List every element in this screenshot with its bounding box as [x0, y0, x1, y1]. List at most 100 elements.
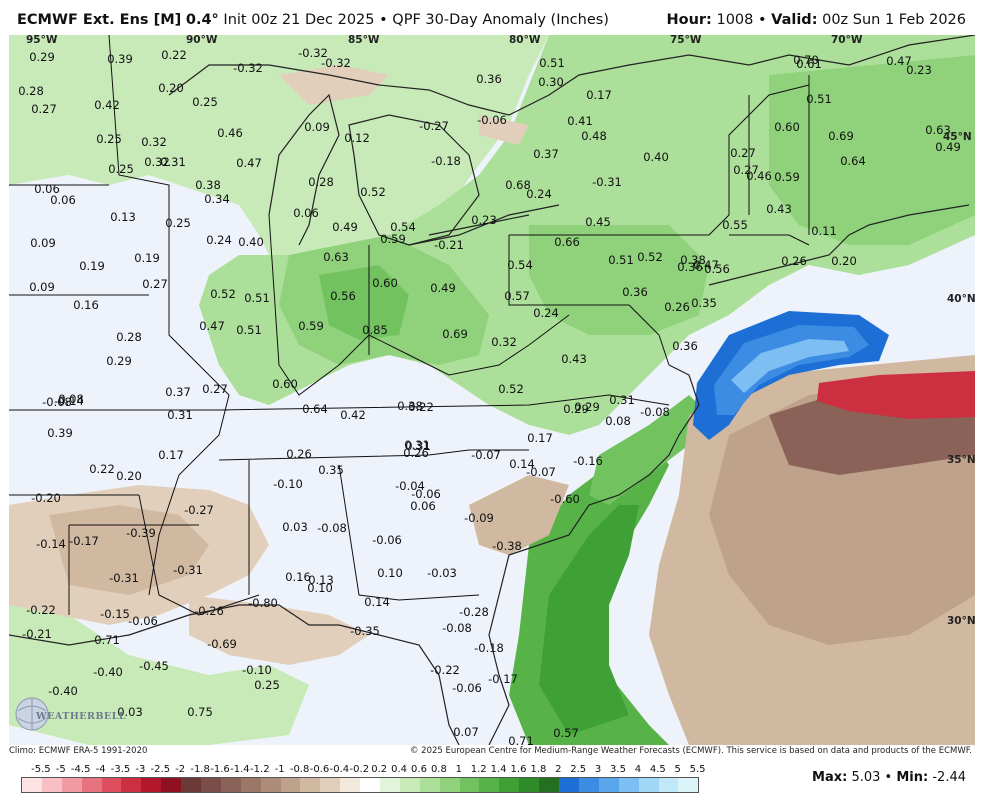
anomaly-value: 0.43: [766, 202, 792, 216]
anomaly-value: 0.63: [323, 250, 349, 264]
separator-dot: •: [379, 12, 388, 28]
anomaly-value: -0.14: [54, 394, 84, 408]
colorbar-segment: [61, 778, 82, 792]
colorbar-segment: [181, 778, 202, 792]
anomaly-value: 0.08: [605, 414, 631, 428]
anomaly-value: 0.59: [298, 319, 324, 333]
anomaly-value: -0.27: [184, 503, 214, 517]
colorbar-segment: [240, 778, 261, 792]
anomaly-value: 0.60: [372, 276, 398, 290]
colorbar-tick-label: 0.4: [391, 764, 408, 775]
anomaly-value: -0.18: [431, 154, 461, 168]
colorbar-tick-label: -1: [274, 764, 285, 775]
colorbar-tick-label: -2.5: [150, 764, 171, 775]
anomaly-value: 0.07: [453, 725, 479, 739]
anomaly-value: 0.25: [165, 216, 191, 230]
lon-label: 75°W: [670, 35, 702, 46]
anomaly-value: 0.03: [282, 520, 308, 534]
anomaly-value: 0.51: [806, 92, 832, 106]
anomaly-value: 0.69: [828, 129, 854, 143]
anomaly-value: 0.32: [141, 135, 167, 149]
lon-label: 85°W: [348, 35, 380, 46]
colorbar-tick-label: 4: [634, 764, 642, 775]
anomaly-value: -0.80: [248, 596, 278, 610]
anomaly-value: 0.54: [390, 220, 416, 234]
lat-label: 30°N: [947, 615, 975, 627]
anomaly-value: 0.57: [504, 289, 530, 303]
anomaly-value: 0.47: [886, 54, 912, 68]
colorbar-segment: [320, 778, 341, 792]
chart-header: ECMWF Ext. Ens [M] 0.4° Init 00z 21 Dec …: [0, 0, 984, 34]
anomaly-value: 0.52: [637, 250, 663, 264]
colorbar-tick-label: 0.2: [371, 764, 388, 775]
anomaly-value: -0.26: [194, 604, 224, 618]
anomaly-value: -0.10: [273, 477, 303, 491]
anomaly-value: 0.20: [116, 469, 142, 483]
anomaly-value: 0.14: [364, 595, 390, 609]
anomaly-value: 0.25: [108, 162, 134, 176]
anomaly-value: 0.19: [79, 259, 105, 273]
anomaly-value: 0.45: [585, 215, 611, 229]
anomaly-value: 0.40: [238, 235, 264, 249]
anomaly-value: 0.30: [538, 75, 564, 89]
colorbar-tick-label: 5.5: [689, 764, 706, 775]
colorbar-tick-label: 2: [555, 764, 562, 775]
anomaly-value: -0.60: [550, 492, 580, 506]
anomaly-value: 0.63: [925, 123, 951, 137]
anomaly-value: 0.17: [158, 448, 184, 462]
max-value: 5.03: [851, 770, 881, 785]
anomaly-value: 0.38: [680, 253, 706, 267]
colorbar-tick-label: 3: [594, 764, 602, 775]
anomaly-value: -0.31: [592, 175, 622, 189]
anomaly-value: -0.38: [492, 539, 522, 553]
lat-label: 35°N: [947, 454, 975, 466]
colorbar-tick-label: -0.4: [329, 764, 350, 775]
anomaly-value: 0.49: [332, 220, 358, 234]
colorbar-tick-label: -1.2: [250, 764, 270, 775]
anomaly-value: -0.35: [350, 624, 380, 638]
anomaly-value: 0.26: [781, 254, 807, 268]
anomaly-value: -0.06: [477, 113, 507, 127]
anomaly-value: 0.06: [293, 206, 319, 220]
anomaly-value: 0.26: [286, 447, 312, 461]
anomaly-value: 0.43: [561, 352, 587, 366]
anomaly-value: 0.47: [199, 319, 225, 333]
anomaly-value: 0.03: [117, 705, 143, 719]
colorbar-tick-label: 1.6: [510, 764, 527, 775]
colorbar-segment: [519, 778, 540, 792]
anomaly-value: -0.17: [69, 534, 99, 548]
colorbar-tick-label: -5.5: [31, 764, 51, 775]
anomaly-value: 0.31: [404, 438, 430, 452]
anomaly-value: 0.42: [94, 98, 120, 112]
anomaly-value: 0.31: [160, 155, 186, 169]
colorbar-segment: [499, 778, 520, 792]
anomaly-value: 0.52: [360, 185, 386, 199]
colorbar-tick-label: 5: [674, 764, 681, 775]
anomaly-value: 0.10: [307, 581, 333, 595]
anomaly-value: 0.06: [50, 193, 76, 207]
colorbar-segment: [41, 778, 62, 792]
colorbar-tick-label: 2.5: [570, 764, 587, 775]
colorbar-ticks: -5.5 -5 -4.5 -4 -3.5 -3 -2.5 -2 -1.8 -1.6 -1.4 -1.2…: [21, 764, 705, 776]
colorbar-tick-label: 1.8: [530, 764, 547, 775]
anomaly-value: -0.69: [207, 637, 237, 651]
anomaly-value: -0.08: [442, 621, 472, 635]
colorbar-tick-label: -4: [95, 764, 106, 775]
anomaly-value: 0.26: [403, 446, 429, 460]
anomaly-value: 0.51: [236, 323, 262, 337]
colorbar-tick-label: 1.2: [470, 764, 487, 775]
anomaly-value: 0.13: [308, 573, 334, 587]
anomaly-value: 0.25: [96, 132, 122, 146]
anomaly-value: 0.16: [73, 298, 99, 312]
anomaly-value: -0.32: [233, 61, 263, 75]
brown-anomaly-areas: [9, 65, 975, 745]
colorbar-tick-label: -1.6: [210, 764, 230, 775]
colorbar-segment: [419, 778, 440, 792]
colorbar-tick-label: -3: [135, 764, 146, 775]
anomaly-value: 0.14: [509, 457, 535, 471]
anomaly-value: 0.56: [330, 289, 356, 303]
min-label: Min:: [896, 770, 929, 785]
anomaly-value: -0.09: [464, 511, 494, 525]
anomaly-value: 0.37: [165, 385, 191, 399]
anomaly-value: -0.45: [139, 659, 169, 673]
